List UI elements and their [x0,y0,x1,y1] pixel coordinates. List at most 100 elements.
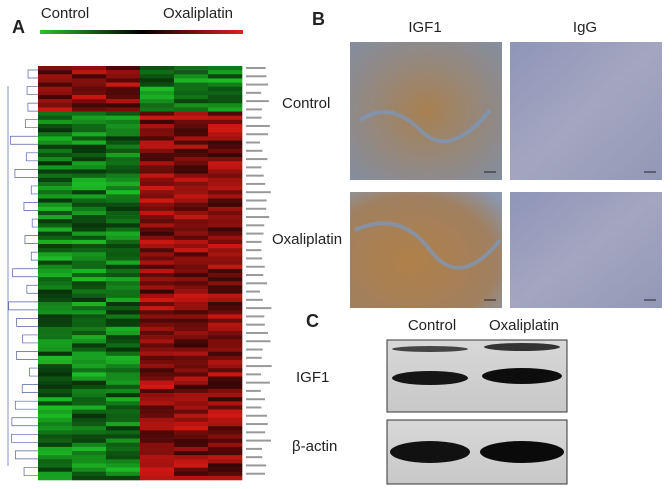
heatmap-cell [140,252,175,257]
heatmap-cell [72,475,107,481]
heatmap-cell [208,123,243,129]
heatmap-cell [174,438,209,444]
heatmap-cell [208,90,243,96]
heatmap-cell [38,471,73,477]
heatmap-cell [38,438,73,444]
heatmap-cell [72,202,107,208]
heatmap-cell [208,244,243,249]
heatmap-cell [106,393,141,398]
heatmap-cell [208,310,243,315]
heatmap-cell [208,451,243,456]
heatmap-cell [140,123,175,129]
gene-label [246,431,266,434]
heatmap-cell [208,422,243,427]
gene-label [246,158,268,161]
heatmap-cell [140,372,175,377]
dendrogram-branch [10,135,38,145]
heatmap-cell [140,165,175,170]
heatmap-cell [38,157,73,162]
heatmap-cell [140,314,175,319]
blot-band [482,368,562,384]
heatmap-cell [174,107,209,112]
heatmap-cell [72,103,107,108]
heatmap-cell [106,194,141,199]
gene-label [246,340,271,343]
heatmap-cell [106,140,141,145]
heatmap-cell [72,364,107,369]
heatmap-cell [174,318,209,323]
heatmap-cell [208,198,243,203]
heatmap-cell [208,355,243,361]
heatmap-cell [140,206,175,212]
heatmap-cell [72,285,107,290]
heatmap-cell [140,273,175,278]
heatmap-cell [38,111,73,116]
heatmap-cell [38,260,73,266]
heatmap-cell [106,235,141,241]
heatmap-cell [208,397,243,402]
heatmap-cell [106,451,141,456]
heatmap-cell [174,123,209,129]
group-label: Control [41,5,89,22]
dendrogram-branch [31,218,38,228]
heatmap-cell [208,372,243,377]
heatmap-cell [140,388,175,394]
heatmap-cell [208,256,243,261]
heatmap-cell [140,335,175,340]
heatmap-cell [174,202,209,208]
heatmap-cell [38,248,73,253]
heatmap-cell [72,206,107,212]
heatmap-cell [140,455,175,460]
gene-label [246,406,262,409]
heatmap-cell [72,343,107,348]
heatmap-cell [140,277,175,282]
heatmap-cell [208,273,243,278]
heatmap-cell [38,446,73,452]
heatmap-cell [140,401,175,406]
heatmap-cell [208,78,243,83]
panel-letter: C [306,311,319,331]
micrograph [510,192,662,308]
heatmap-cell [140,223,175,228]
gene-label [246,348,263,351]
heatmap-cell [208,289,243,294]
heatmap-cell [208,467,243,473]
heatmap-cell [174,451,209,456]
gene-label [246,207,267,210]
gene-label [246,91,262,94]
heatmap-cell [106,252,141,257]
heatmap-cell [140,173,175,179]
heatmap-cell [208,235,243,241]
heatmap-cell [140,293,175,299]
heatmap-cell [208,248,243,253]
heatmap-cell [38,190,73,195]
heatmap-cell [140,347,175,352]
heatmap-cell [106,467,141,473]
heatmap-cell [208,326,243,332]
gene-label [246,216,270,219]
heatmap-cell [174,169,209,174]
heatmap-cell [106,181,141,187]
heatmap-cell [174,140,209,145]
heatmap-cell [140,103,175,108]
heatmap-cell [72,306,107,311]
heatmap-cell [38,277,73,282]
heatmap-cell [72,111,107,116]
heatmap-cell [174,380,209,386]
heatmap-cell [72,144,107,150]
heatmap-cell [208,351,243,357]
heatmap-cell [140,351,175,357]
heatmap-cell [174,422,209,427]
heatmap-cell [174,463,209,468]
heatmap-cell [106,397,141,402]
heatmap-cell [38,223,73,228]
heatmap-cell [208,82,243,87]
gene-label [246,298,263,301]
heatmap-cell [140,438,175,444]
heatmap-cell [106,417,141,423]
gene-label [246,166,262,169]
heatmap-cell [38,364,73,369]
heatmap-cell [174,434,209,439]
heatmap-cell [208,227,243,232]
